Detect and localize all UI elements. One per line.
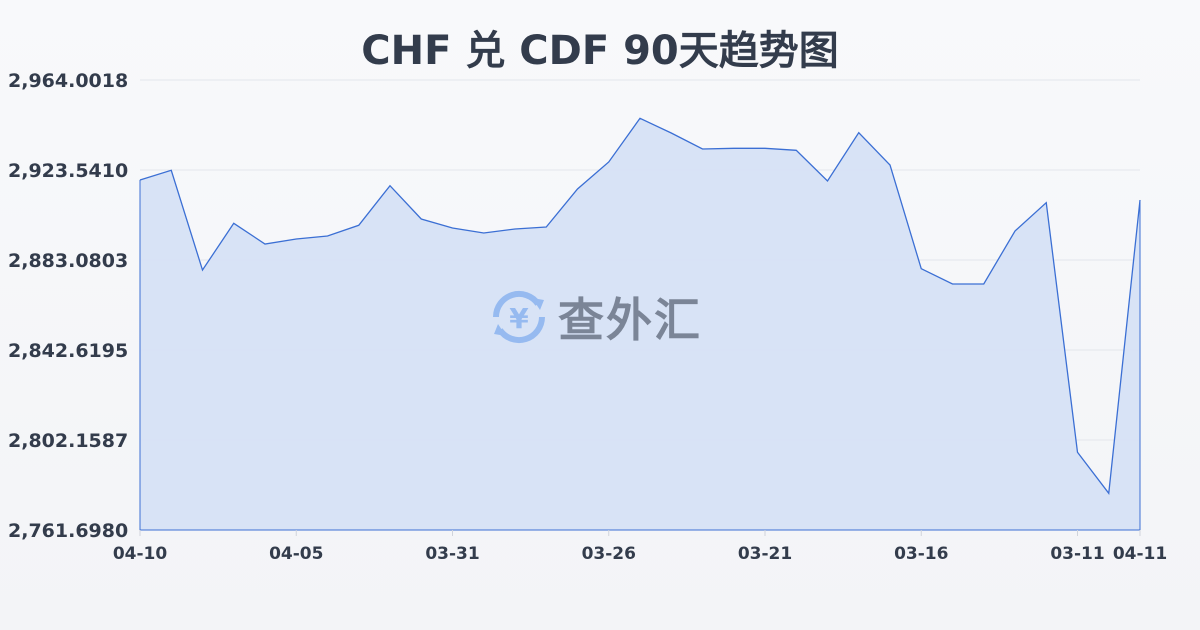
y-tick-label: 2,923.5410	[8, 160, 128, 182]
x-tick-label: 04-11	[1113, 544, 1167, 564]
x-tick-label: 03-26	[582, 544, 636, 564]
area-fill	[140, 118, 1140, 530]
x-tick-label: 03-31	[425, 544, 479, 564]
x-tick-label: 04-10	[113, 544, 168, 564]
y-tick-label: 2,964.0018	[8, 70, 128, 92]
x-tick-label: 03-11	[1050, 544, 1104, 564]
x-tick-label: 04-05	[269, 544, 323, 564]
y-tick-label: 2,761.6980	[8, 520, 128, 542]
chart-title: CHF 兑 CDF 90天趋势图	[361, 28, 839, 74]
watermark-text: 查外汇	[558, 293, 702, 347]
x-tick-label: 03-16	[894, 544, 948, 564]
svg-text:¥: ¥	[509, 302, 529, 335]
x-tick-label: 03-21	[738, 544, 792, 564]
y-tick-label: 2,802.1587	[8, 430, 128, 452]
watermark: ¥ 查外汇	[488, 284, 702, 350]
yuan-exchange-icon: ¥	[492, 290, 546, 344]
y-tick-label: 2,842.6195	[8, 340, 128, 362]
y-tick-label: 2,883.0803	[8, 250, 128, 272]
